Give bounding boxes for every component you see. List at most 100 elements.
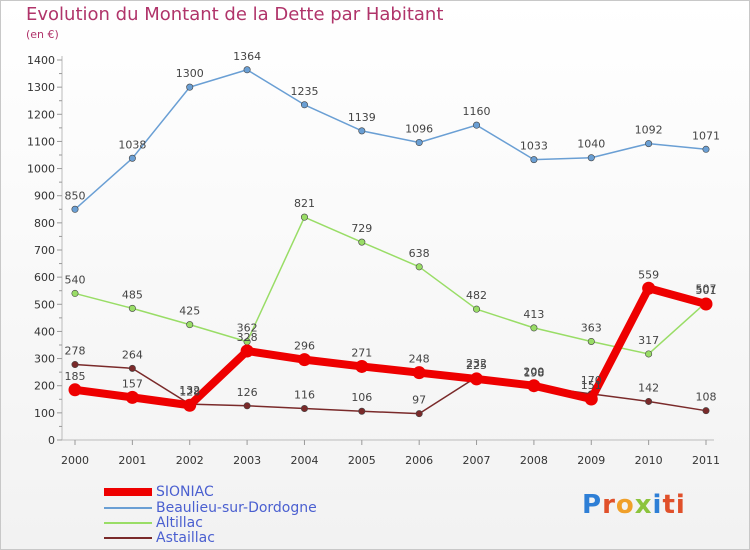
data-label: 328 [237,331,258,344]
x-tick-label: 2011 [692,454,720,467]
data-label: 185 [65,370,86,383]
data-point [645,140,653,148]
y-tick-label: 1400 [27,54,55,67]
data-point [642,281,656,295]
data-label: 128 [179,385,200,398]
x-tick-label: 2002 [176,454,204,467]
legend-swatch-altillac [104,522,152,524]
y-tick-label: 1000 [27,163,55,176]
data-point [300,405,308,413]
data-point [71,205,79,213]
data-point [355,359,369,373]
data-label: 1033 [520,140,548,153]
x-tick-label: 2009 [577,454,605,467]
data-point [71,289,79,297]
legend-swatch-astaillac [104,537,152,539]
data-label: 126 [237,386,258,399]
data-label: 638 [409,247,430,260]
data-label: 485 [122,288,143,301]
chart-subtitle: (en €) [26,28,59,41]
data-point [243,66,251,74]
data-point [186,321,194,329]
data-label: 1364 [233,50,261,63]
data-label: 232 [466,357,487,370]
x-tick-label: 2001 [118,454,146,467]
data-label: 821 [294,197,315,210]
data-point [584,392,598,406]
data-label: 198 [523,366,544,379]
x-tick-label: 2007 [463,454,491,467]
data-point [358,407,366,415]
data-label: 248 [409,353,430,366]
y-tick-label: 1100 [27,135,55,148]
data-point [300,213,308,221]
data-point [415,263,423,271]
data-point [128,154,136,162]
data-point [240,344,254,358]
y-tick-label: 800 [34,217,55,230]
y-tick-label: 100 [34,407,55,420]
data-point [699,297,713,311]
legend-label-sioniac: SIONIAC [156,484,214,500]
y-tick-label: 0 [48,434,55,447]
data-label: 1038 [118,138,146,151]
y-tick-label: 400 [34,325,55,338]
x-tick-label: 2005 [348,454,376,467]
data-point [530,324,538,332]
data-point [358,127,366,135]
proxiti-logo: Proxiti [582,490,686,520]
data-label: 317 [638,334,659,347]
data-point [530,156,538,164]
data-label: 540 [65,273,86,286]
data-point [128,364,136,372]
data-point [587,154,595,162]
data-point [125,390,139,404]
x-tick-label: 2006 [405,454,433,467]
y-tick-label: 900 [34,190,55,203]
data-label: 142 [638,381,659,394]
x-tick-label: 2000 [61,454,89,467]
data-label: 296 [294,340,315,353]
legend-item-altillac: Altillac [104,515,203,531]
data-point [470,372,484,386]
data-point [183,398,197,412]
data-label: 413 [523,308,544,321]
y-tick-label: 500 [34,298,55,311]
legend-swatch-beaulieu [104,507,152,509]
legend-label-beaulieu: Beaulieu-sur-Dordogne [156,500,317,516]
data-point [587,337,595,345]
data-point [527,379,541,393]
data-point [415,410,423,418]
data-label: 278 [65,345,86,358]
data-point [300,101,308,109]
data-label: 264 [122,348,143,361]
data-label: 1300 [176,67,204,80]
data-point [68,383,82,397]
data-label: 1071 [692,129,720,142]
series-line-3 [74,363,707,415]
legend-item-astaillac: Astaillac [104,530,215,546]
legend-item-sioniac: SIONIAC [104,484,214,500]
y-tick-label: 1200 [27,108,55,121]
data-label: 157 [122,377,143,390]
legend-label-astaillac: Astaillac [156,530,215,546]
data-point [645,397,653,405]
data-point [186,83,194,91]
data-point [702,407,710,415]
data-label: 501 [696,284,717,297]
data-point [243,402,251,410]
legend-label-altillac: Altillac [156,515,203,531]
data-point [645,350,653,358]
data-point [415,139,423,147]
data-label: 482 [466,289,487,302]
data-label: 1092 [635,124,663,137]
series-line-2 [74,216,707,355]
data-label: 225 [466,359,487,372]
data-label: 363 [581,321,602,334]
data-point [473,121,481,129]
data-point [358,238,366,246]
data-point [71,361,79,369]
data-label: 200 [523,366,544,379]
